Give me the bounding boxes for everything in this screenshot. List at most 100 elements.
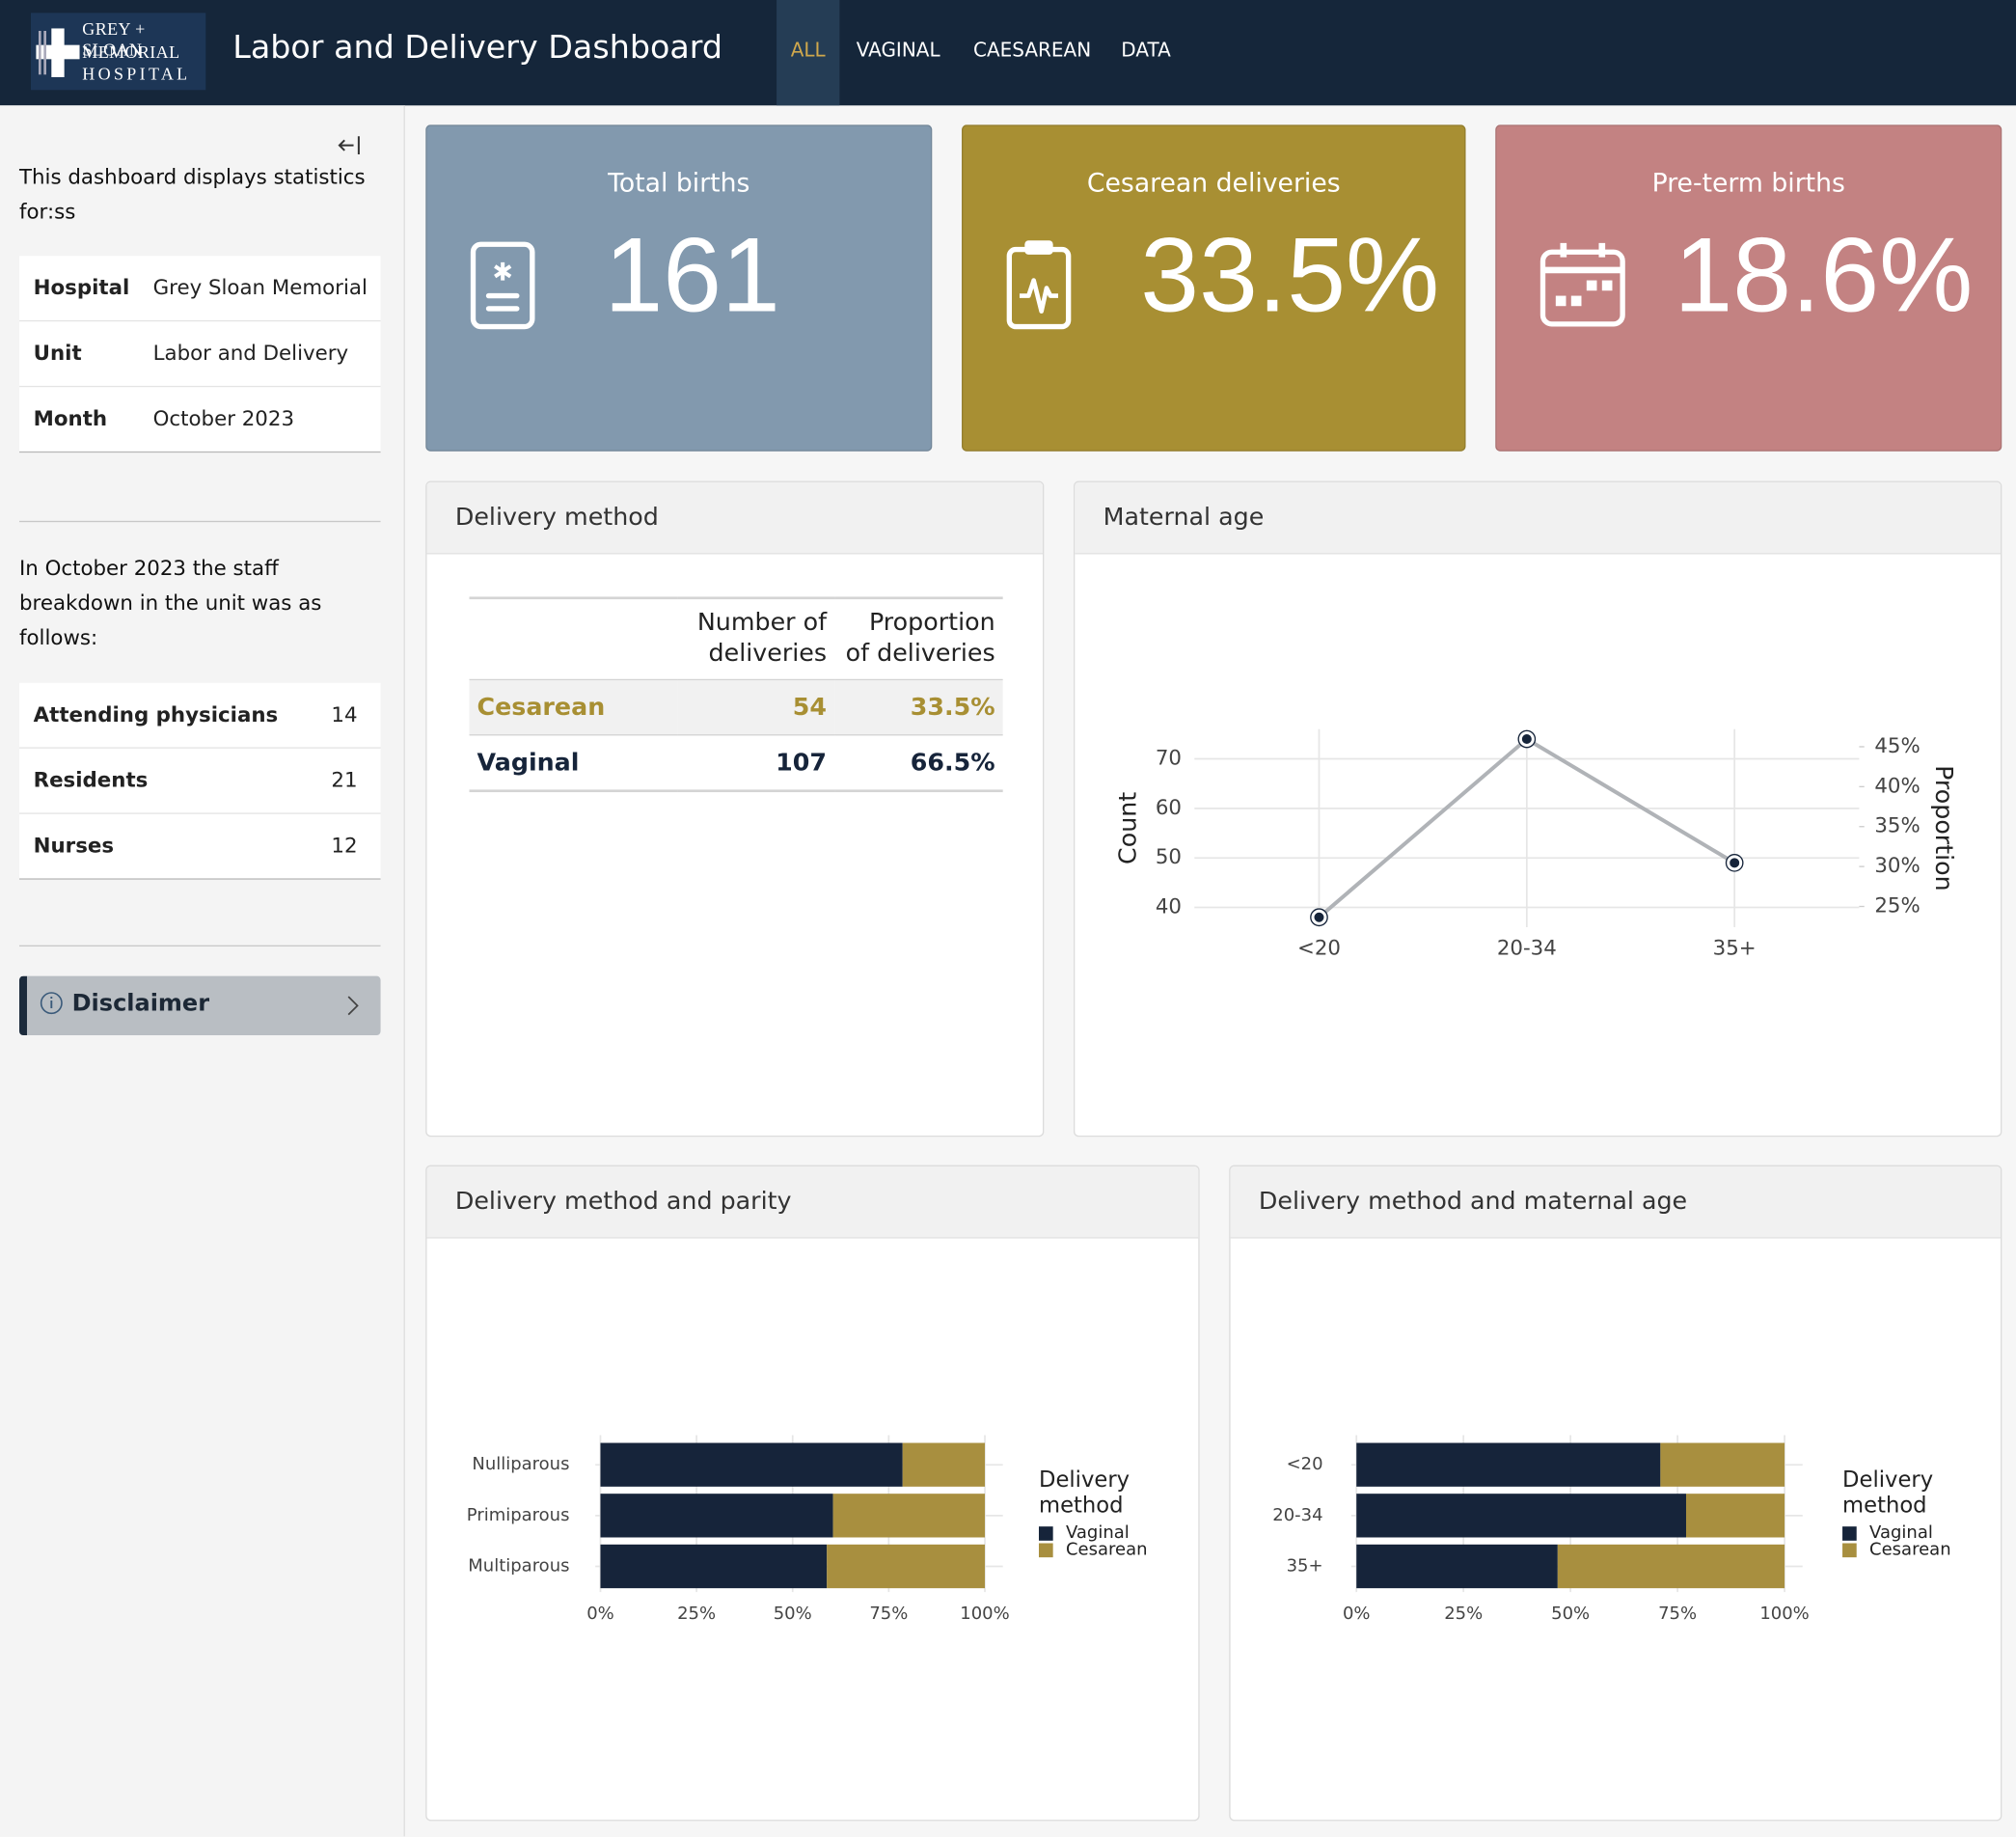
x-tick-label: 75%: [1658, 1604, 1697, 1624]
proportion-cell: 33.5%: [834, 678, 1003, 735]
point: [1518, 730, 1536, 748]
y2-tick-label: 25%: [1874, 894, 1920, 918]
y2-tick-label: 30%: [1874, 854, 1920, 878]
bar-segment: [832, 1494, 986, 1538]
bar-chart: 0% 25% 50% 75% 100% <20 20-34 35+: [1272, 1435, 1810, 1624]
table-header: Number of deliveries Proportion of deliv…: [470, 598, 1003, 680]
info-value: Labor and Delivery: [152, 341, 349, 366]
nav-tab[interactable]: VAGINAL: [856, 38, 940, 62]
value-box-icon: [470, 241, 535, 330]
y2-tick-label: 35%: [1874, 814, 1920, 838]
y2-tick-label: 40%: [1874, 774, 1920, 798]
count-cell: 107: [677, 734, 835, 793]
info-label: Hospital: [33, 275, 130, 300]
info-value: October 2023: [152, 406, 295, 431]
x-tick-label: 0%: [1343, 1604, 1371, 1624]
legend-item: Vaginal: [1038, 1522, 1181, 1544]
card: Delivery method and maternal age 0% 25% 50…: [1229, 1165, 2002, 1822]
bar-segment: [1356, 1544, 1558, 1589]
legend-item: Cesarean: [1842, 1539, 1984, 1560]
staff-count: 12: [331, 833, 358, 859]
y-tick-label: 20-34: [1272, 1505, 1322, 1525]
card-title: Delivery method and maternal age: [1258, 1187, 1688, 1216]
card-header: Delivery method: [426, 481, 1043, 555]
card-title: Delivery method and parity: [454, 1187, 792, 1216]
value-box-title: Total births: [608, 167, 750, 199]
card-header: Delivery method and parity: [426, 1165, 1199, 1239]
table-row: Vaginal 107 66.5%: [469, 734, 1003, 793]
y-tick-label: 60: [1156, 796, 1182, 820]
y-tick-label: 70: [1156, 747, 1182, 771]
x-tick-label: 100%: [960, 1604, 1009, 1624]
staff-row: Attending physicians 14: [18, 683, 381, 749]
staff-intro: In October 2023 the staff breakdown in t…: [18, 555, 322, 650]
value-box-title: Pre-term births: [1651, 167, 1845, 199]
x-tick-label: 20-34: [1497, 937, 1557, 961]
nav-tab[interactable]: ALL: [776, 0, 840, 106]
card-header: Delivery method and maternal age: [1230, 1165, 2002, 1239]
legend-label: Vaginal: [1869, 1522, 1933, 1544]
logo[interactable]: GREY + SLOAN MEMORIAL HOSPITAL: [30, 13, 206, 91]
nav-tab[interactable]: CAESAREAN: [973, 38, 1092, 62]
sidebar: This dashboard displays statistics for:s…: [0, 105, 405, 1837]
bar-segment: [600, 1494, 833, 1538]
staff-count: 14: [331, 701, 358, 727]
value-box: Total births 161: [425, 124, 933, 452]
logo-line: HOSPITAL: [82, 64, 191, 84]
app-title: Labor and Delivery Dashboard: [232, 28, 723, 66]
bar-chart: 0% 25% 50% 75% 100% Nulliparous Primiparous Mul…: [467, 1435, 1010, 1624]
info-value: Grey Sloan Memorial: [152, 275, 368, 300]
legend-swatch: [1842, 1543, 1857, 1558]
point: [1311, 909, 1327, 926]
value-box-value: 33.5%: [1140, 217, 1440, 335]
staff-row: Nurses 12: [18, 814, 381, 880]
staff-row: Residents 21: [18, 749, 381, 814]
legend-title: Delivery method: [1842, 1467, 1934, 1520]
staff-table: Attending physicians 14 Residents 21 Nurse…: [18, 682, 381, 880]
legend-item: Vaginal: [1842, 1522, 1984, 1544]
y2-axis-title: Proportion: [1930, 765, 1959, 891]
info-row: Hospital Grey Sloan Memorial: [18, 256, 381, 322]
point-ring: [1725, 853, 1744, 872]
bar-segment: [600, 1442, 903, 1487]
x-tick-label: 0%: [586, 1604, 614, 1624]
y-tick-label: 35+: [1287, 1555, 1323, 1576]
staff-role: Residents: [33, 767, 149, 793]
y-tick-label: 40: [1156, 895, 1182, 919]
card: Delivery method Number of deliveries Pro…: [425, 480, 1045, 1138]
x-tick-label: 50%: [774, 1604, 812, 1624]
value-box: Pre-term births 18.6%: [1495, 124, 2002, 452]
column-header: Proportion of deliveries: [845, 608, 995, 668]
y2-tick-label: 45%: [1874, 734, 1920, 758]
disclaimer-accordion[interactable]: Disclaimer: [18, 975, 381, 1035]
legend-label: Cesarean: [1065, 1539, 1148, 1560]
bar-segment: [827, 1544, 986, 1589]
info-table: Hospital Grey Sloan Memorial Unit Labor an…: [18, 256, 381, 453]
y-tick-label: Multiparous: [468, 1555, 569, 1576]
card: Delivery method and parity 0% 25% 50% 75% 10…: [425, 1165, 1200, 1822]
y-tick-label: Nulliparous: [472, 1454, 569, 1474]
bar-segment: [1685, 1494, 1785, 1538]
legend-swatch: [1038, 1543, 1053, 1558]
x-tick-label: 35+: [1713, 937, 1757, 961]
collapse-icon[interactable]: [337, 134, 363, 157]
value-box-title: Cesarean deliveries: [1086, 167, 1341, 199]
info-icon: [40, 992, 63, 1015]
y-tick-label: 50: [1156, 845, 1182, 869]
value-box-value: 161: [604, 217, 780, 335]
legend: Delivery method Vaginal Cesarean: [1842, 1467, 1984, 1559]
proportion-cell: 66.5%: [834, 734, 1003, 793]
card-header: Maternal age: [1075, 481, 2002, 555]
legend-item: Cesarean: [1038, 1539, 1181, 1560]
legend-label: Vaginal: [1065, 1522, 1130, 1544]
bar-segment: [902, 1442, 986, 1487]
point-ring: [1517, 729, 1537, 749]
x-tick-label: 75%: [869, 1604, 908, 1624]
table-corner: [470, 598, 678, 680]
staff-role: Attending physicians: [33, 701, 279, 727]
nav-tab[interactable]: DATA: [1121, 38, 1171, 62]
legend-swatch: [1038, 1526, 1053, 1541]
y-axis-title: Count: [1112, 792, 1141, 864]
legend-label: Cesarean: [1869, 1539, 1951, 1560]
